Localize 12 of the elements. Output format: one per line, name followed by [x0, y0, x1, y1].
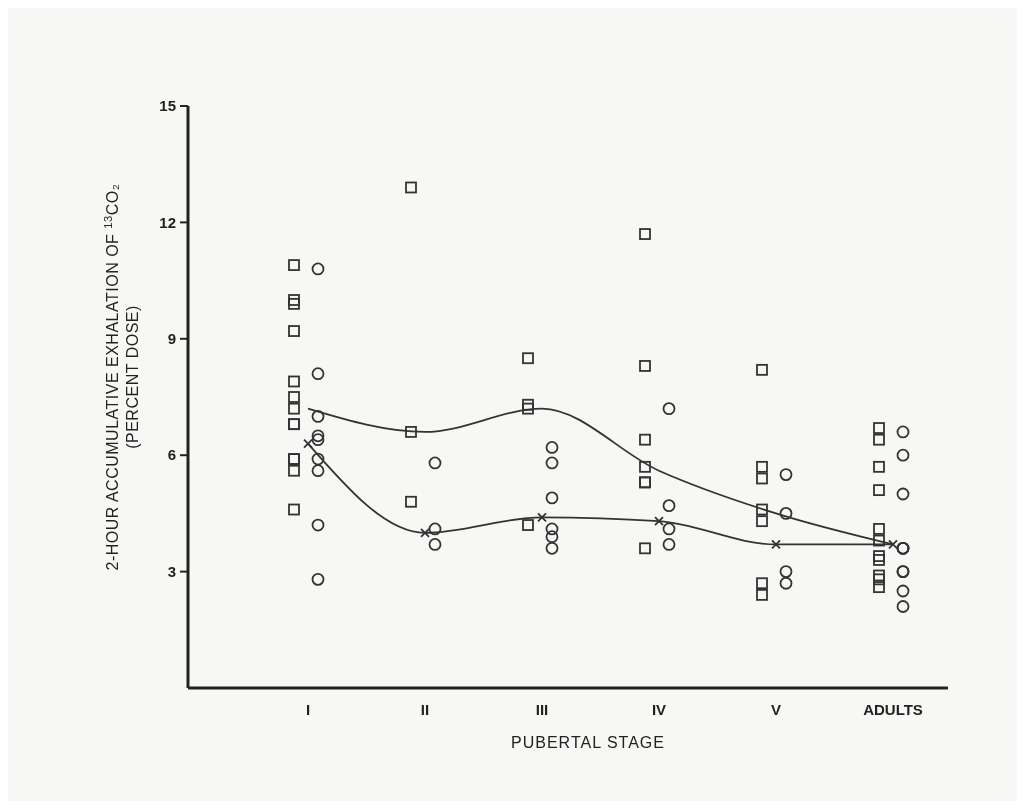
x-tick-label: IV — [651, 701, 667, 718]
y-tick-label: 12 — [159, 213, 176, 231]
y-tick-label: 3 — [167, 562, 176, 580]
x-tick-label: I — [305, 701, 311, 718]
x-tick-label: ADULTS — [863, 701, 923, 718]
x-tick-label: III — [535, 701, 549, 718]
x-tick-label: V — [770, 701, 782, 718]
y-tick-label: 15 — [159, 97, 176, 115]
x-axis-title: PUBERTAL STAGE — [511, 734, 665, 751]
y-tick-label: 9 — [167, 330, 176, 348]
x-tick-label: II — [420, 701, 430, 718]
y-tick-label: 6 — [167, 446, 176, 464]
